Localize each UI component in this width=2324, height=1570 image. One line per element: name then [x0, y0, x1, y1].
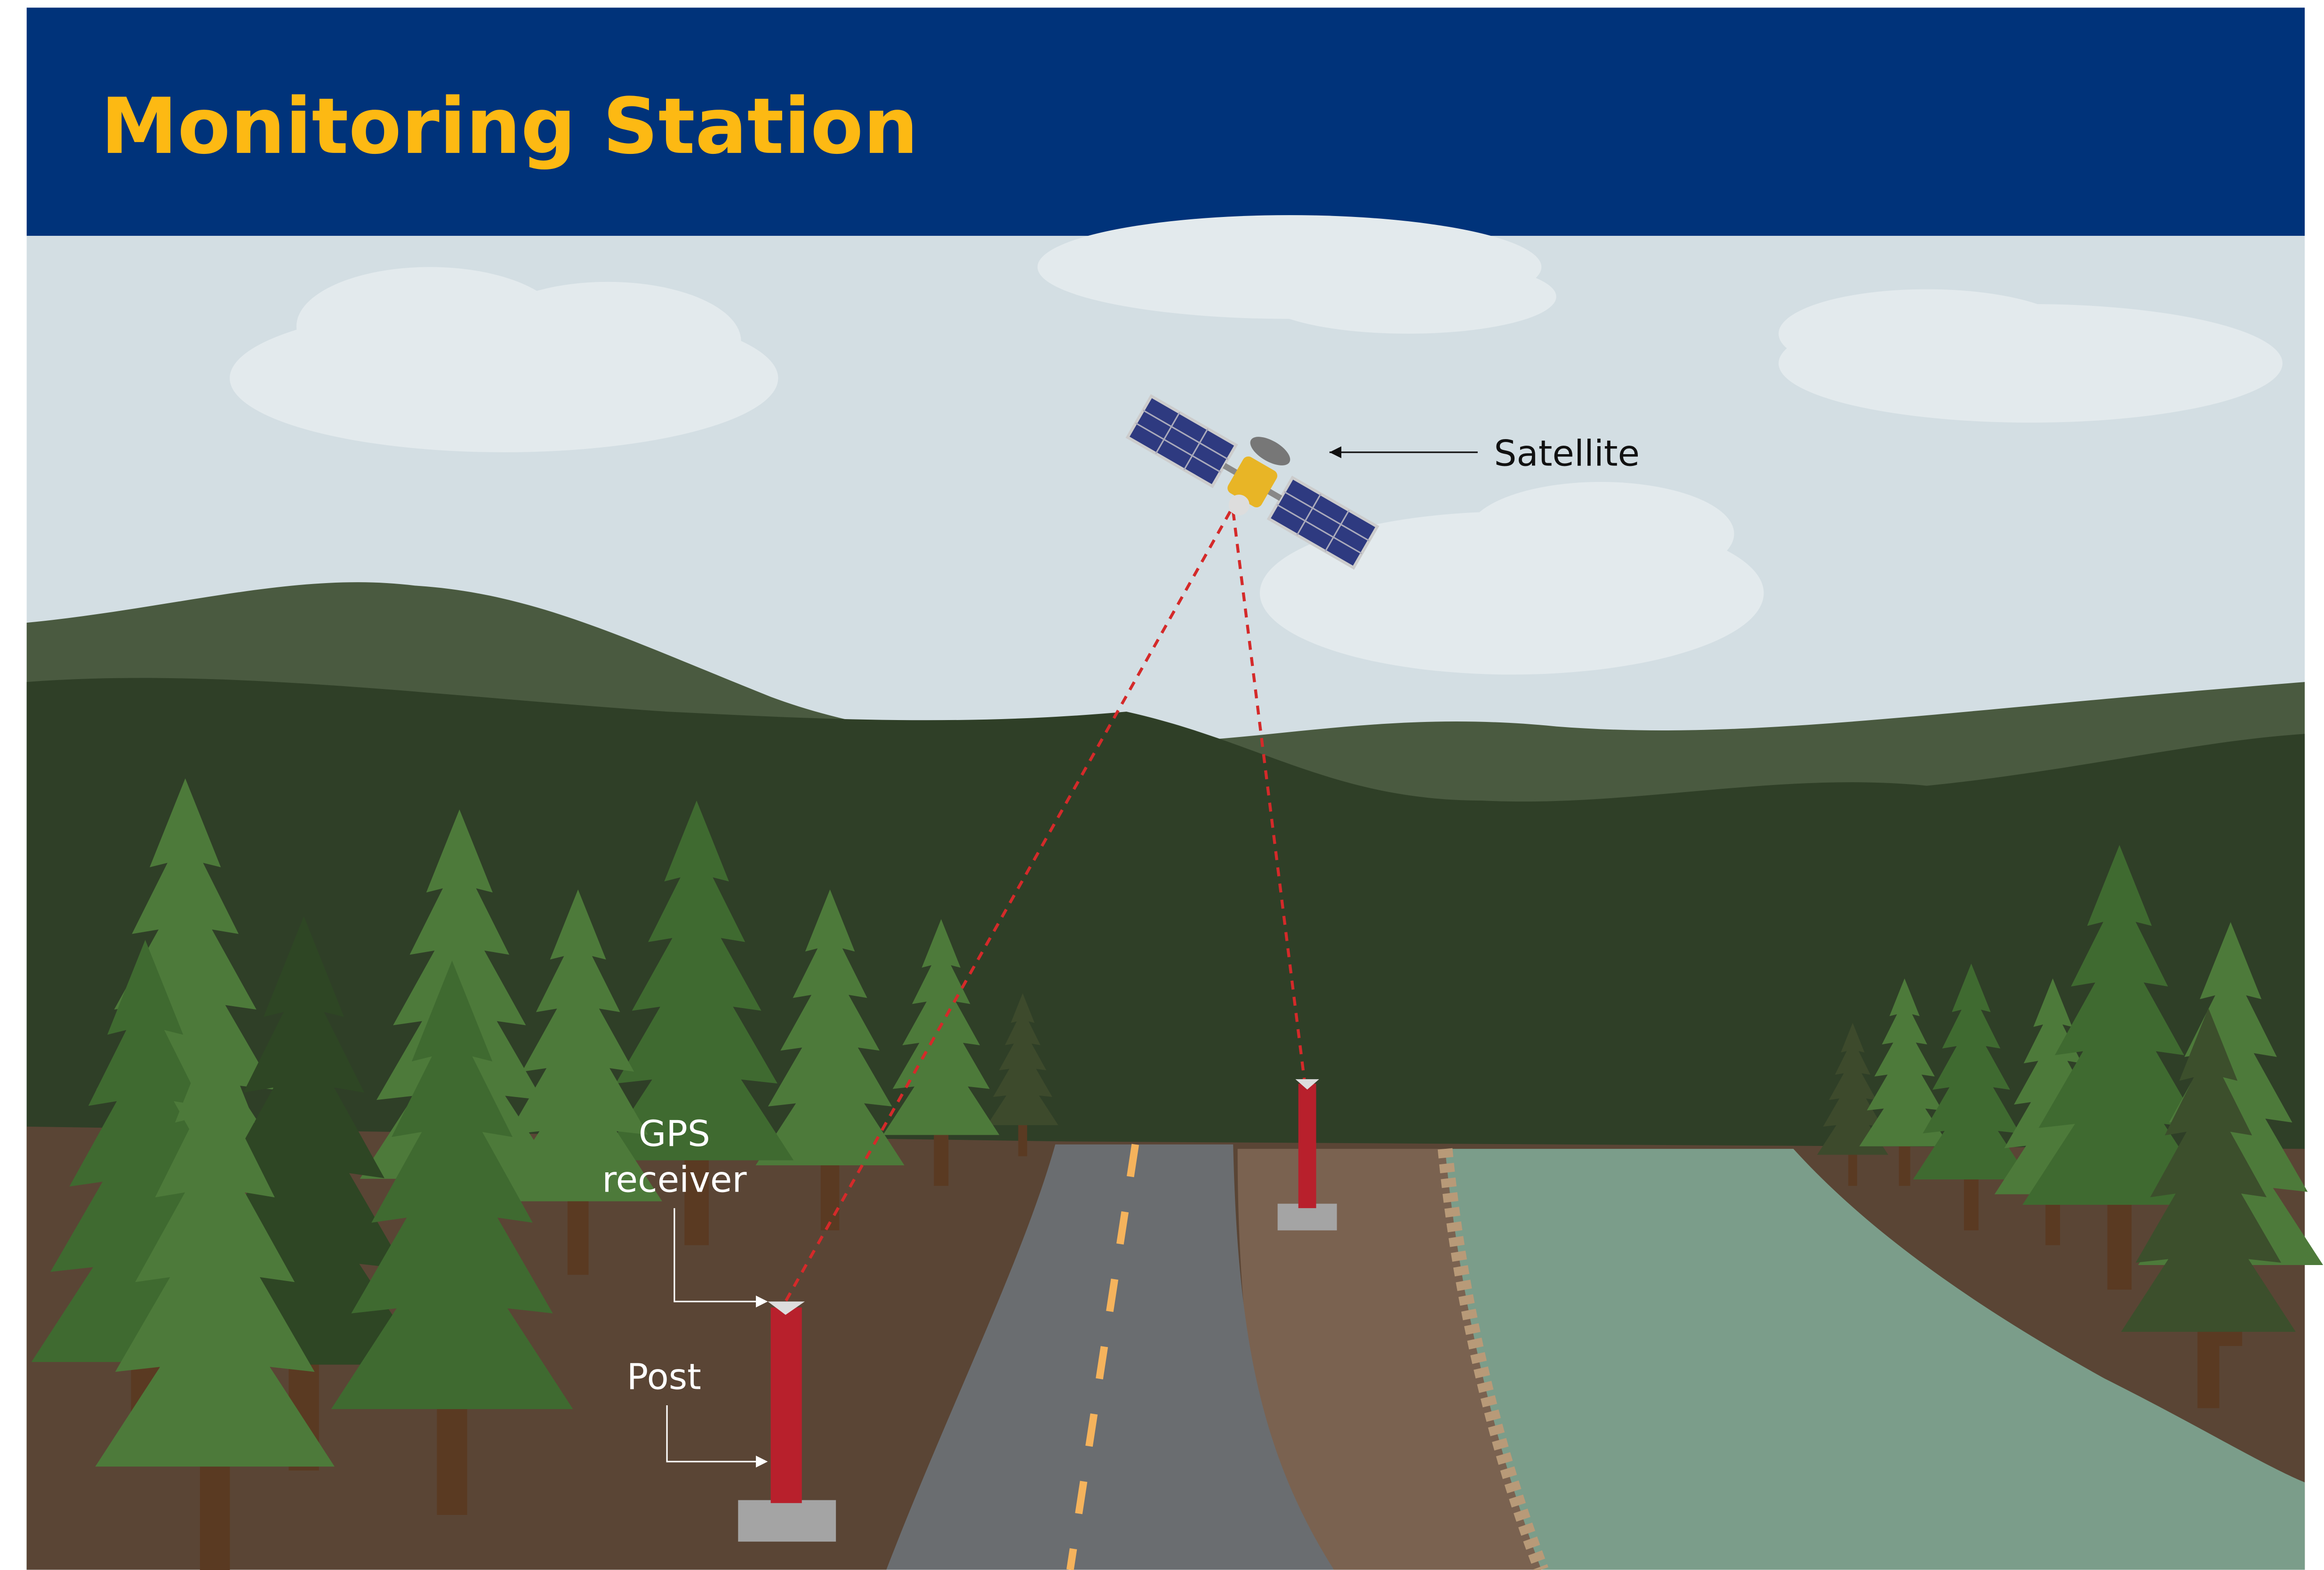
scene-rect	[738, 1500, 836, 1542]
scene-rect	[1298, 1084, 1316, 1209]
scene-ellipse	[1260, 260, 1556, 334]
satellite-label: Satellite	[1494, 433, 1640, 474]
scene-rect	[771, 1307, 802, 1503]
gps-label-line: GPS	[639, 1113, 710, 1154]
page: Monitoring Station {"header": {"title": …	[0, 0, 2324, 1570]
body: Monitoring Station	[0, 0, 2324, 1570]
illustration: Monitoring Station	[0, 0, 2324, 1570]
post-label: Post	[627, 1356, 701, 1397]
scene-ellipse	[474, 282, 741, 401]
header-title: Monitoring Station	[101, 81, 918, 171]
gps-label-line: receiver	[602, 1159, 747, 1200]
scene-ellipse	[1467, 482, 1734, 585]
scene-ellipse	[1779, 289, 2075, 378]
